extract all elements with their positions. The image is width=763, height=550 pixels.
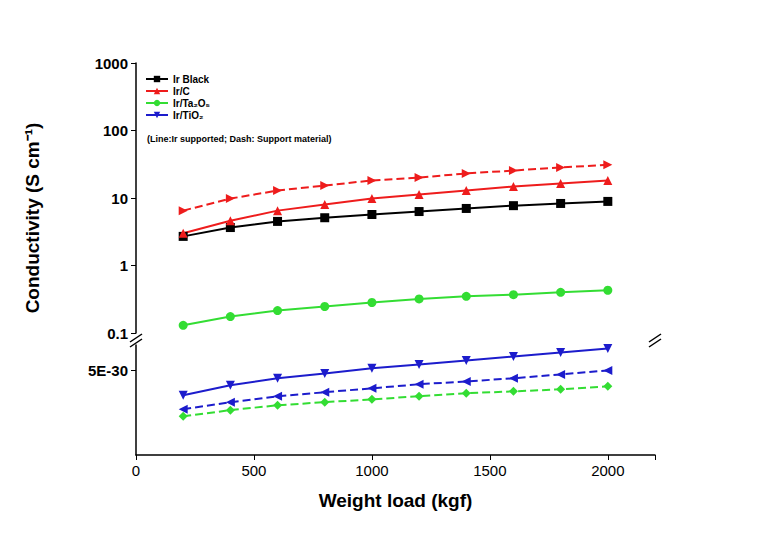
svg-text:Ir/C: Ir/C xyxy=(173,86,190,97)
svg-text:Ir/Ta₂O₅: Ir/Ta₂O₅ xyxy=(173,98,211,109)
svg-text:(Line:Ir supported; Dash: Supp: (Line:Ir supported; Dash: Support materi… xyxy=(147,134,332,144)
svg-text:1000: 1000 xyxy=(355,462,388,479)
svg-text:2000: 2000 xyxy=(591,462,624,479)
svg-text:Ir Black: Ir Black xyxy=(173,74,210,85)
svg-text:1: 1 xyxy=(120,257,128,274)
svg-text:5E-30: 5E-30 xyxy=(88,362,128,379)
svg-text:0: 0 xyxy=(132,462,140,479)
svg-text:10: 10 xyxy=(111,190,128,207)
svg-text:500: 500 xyxy=(241,462,266,479)
svg-text:1500: 1500 xyxy=(473,462,506,479)
svg-text:Ir/TiO₂: Ir/TiO₂ xyxy=(173,110,203,121)
svg-text:1000: 1000 xyxy=(95,55,128,72)
svg-text:100: 100 xyxy=(103,122,128,139)
svg-text:Conductivity (S cm⁻¹): Conductivity (S cm⁻¹) xyxy=(22,123,43,314)
svg-text:0.1: 0.1 xyxy=(107,325,128,342)
svg-text:Weight load (kgf): Weight load (kgf) xyxy=(319,490,473,511)
